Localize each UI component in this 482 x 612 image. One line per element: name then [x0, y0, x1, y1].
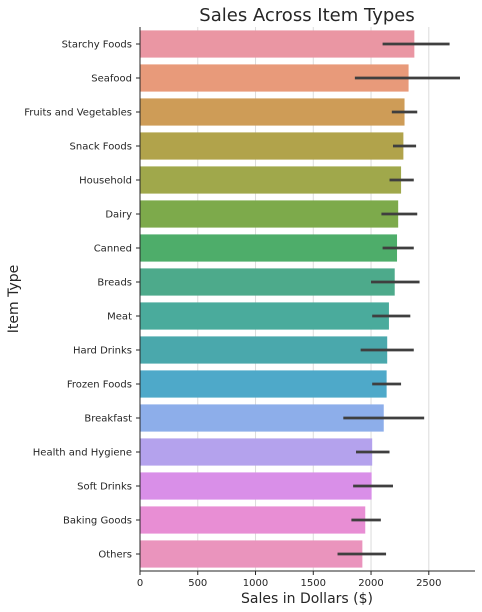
- bar-starchy-foods: [140, 30, 415, 58]
- bar-meat: [140, 302, 389, 330]
- y-axis-label: Item Type: [6, 265, 22, 333]
- x-tick-labels: 0 500 1000 1500 2000 2500: [137, 571, 442, 589]
- x-tick-label-4: 2000: [358, 578, 383, 589]
- x-axis-label: Sales in Dollars ($): [241, 591, 373, 607]
- y-tick-label-fruits-and-vegetables: Fruits and Vegetables: [24, 108, 132, 119]
- y-tick-label-seafood: Seafood: [91, 74, 132, 85]
- y-tick-label-health-and-hygiene: Health and Hygiene: [33, 448, 132, 459]
- error-bars: [337, 42, 460, 556]
- y-tick-label-baking-goods: Baking Goods: [63, 516, 132, 527]
- bar-fruits-and-vegetables: [140, 98, 405, 126]
- bar-hard-drinks: [140, 336, 388, 364]
- bar-others: [140, 540, 363, 568]
- bar-health-and-hygiene: [140, 438, 373, 466]
- bars: [140, 30, 415, 568]
- y-tick-label-dairy: Dairy: [105, 210, 132, 221]
- x-tick-label-5: 2500: [416, 578, 441, 589]
- y-tick-label-soft-drinks: Soft Drinks: [77, 482, 132, 493]
- y-tick-label-frozen-foods: Frozen Foods: [67, 380, 132, 391]
- x-tick-label-1: 500: [188, 578, 207, 589]
- y-tick-label-household: Household: [79, 176, 132, 187]
- bar-frozen-foods: [140, 370, 387, 398]
- y-tick-label-snack-foods: Snack Foods: [70, 142, 132, 153]
- y-tick-label-starchy-foods: Starchy Foods: [62, 40, 132, 51]
- y-tick-label-breakfast: Breakfast: [84, 414, 132, 425]
- x-tick-label-0: 0: [137, 578, 143, 589]
- bar-breads: [140, 268, 395, 296]
- bar-breakfast: [140, 404, 384, 432]
- y-tick-label-hard-drinks: Hard Drinks: [73, 346, 132, 357]
- y-tick-label-meat: Meat: [107, 312, 132, 323]
- x-tick-label-2: 1000: [243, 578, 268, 589]
- y-tick-label-others: Others: [98, 550, 132, 561]
- bar-snack-foods: [140, 132, 404, 160]
- y-tick-labels: Starchy Foods Seafood Fruits and Vegetable…: [24, 40, 140, 561]
- bar-soft-drinks: [140, 472, 372, 500]
- x-tick-label-3: 1500: [301, 578, 326, 589]
- bar-baking-goods: [140, 506, 366, 534]
- y-tick-label-canned: Canned: [94, 244, 132, 255]
- y-tick-label-breads: Breads: [97, 278, 132, 289]
- bar-canned: [140, 234, 398, 262]
- bar-dairy: [140, 200, 399, 228]
- chart-title: Sales Across Item Types: [199, 5, 414, 26]
- bar-household: [140, 166, 402, 194]
